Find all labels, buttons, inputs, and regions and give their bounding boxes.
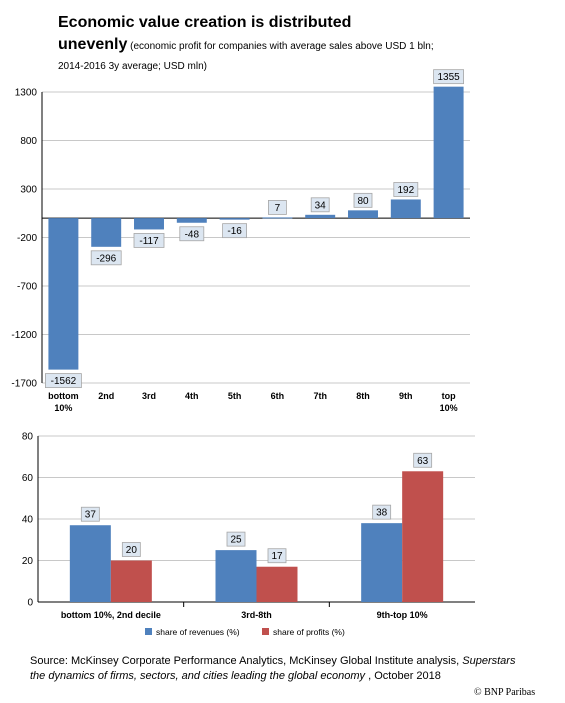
bar	[91, 218, 122, 247]
y-tick-label: 40	[22, 515, 34, 526]
x-tick-label: top	[442, 391, 456, 401]
economic-profit-by-decile-chart: 1300 800 300 -200 -700 -1200 -1700 -1562 bottom 1…	[11, 69, 470, 413]
y-tick-label: -700	[17, 282, 37, 293]
data-label-box	[222, 223, 248, 239]
data-label: -296	[96, 253, 116, 264]
x-tick-label: 8th	[356, 391, 370, 401]
x-tick-label: 3rd	[142, 391, 156, 401]
share-revenues-profits-chart: 0 20 40 60 80 37 20 bottom 10%, 2nd decile 25 17 3…	[22, 432, 475, 637]
y-tick-label: 80	[22, 432, 34, 443]
bnp-credit: © BNP Paribas	[474, 687, 536, 698]
data-label-box	[226, 531, 246, 547]
source-note: Source: McKinsey Corporate Performance A…	[30, 654, 560, 684]
data-label: 34	[315, 200, 327, 211]
bar-profits	[110, 560, 152, 602]
bar	[219, 218, 250, 220]
data-label-box	[310, 197, 330, 213]
data-label: -16	[227, 226, 242, 237]
y-tick-label: 800	[20, 136, 37, 147]
source-italic-title: Superstars	[462, 655, 516, 667]
legend-swatch	[145, 628, 152, 635]
bar-profits	[256, 566, 298, 602]
legend-swatch	[262, 628, 269, 635]
source-date: , October 2018	[365, 670, 441, 682]
bar	[305, 214, 336, 219]
bar	[348, 210, 378, 219]
bar-profits	[402, 471, 444, 602]
data-label: 38	[376, 508, 388, 519]
x-tick-label: 6th	[271, 391, 285, 401]
chart-title-word: unevenly	[58, 36, 128, 53]
bar-revenues	[69, 525, 111, 602]
bar-revenues	[215, 550, 257, 602]
chart-title-line1: Economic value creation is distributed	[58, 14, 352, 31]
y-tick-label: -200	[17, 233, 37, 244]
y-tick-label: 300	[20, 185, 37, 196]
bar	[390, 199, 421, 219]
data-label-box	[413, 452, 433, 468]
data-label: 25	[230, 535, 242, 546]
y-tick-label: 60	[22, 473, 34, 484]
data-label: 7	[275, 203, 281, 214]
data-label-box	[372, 504, 392, 520]
legend-label: share of profits (%)	[273, 627, 345, 637]
bar	[433, 86, 464, 219]
bar	[134, 218, 164, 230]
x-tick-label: 4th	[185, 391, 199, 401]
x-tick-label: bottom 10%, 2nd decile	[61, 610, 161, 620]
data-label-box	[267, 200, 287, 215]
data-label: 63	[417, 456, 429, 467]
data-label: 80	[357, 196, 369, 207]
data-label: 1355	[437, 72, 460, 83]
data-label-box	[433, 69, 465, 85]
data-label-box	[90, 250, 122, 266]
y-tick-label: -1700	[11, 379, 37, 390]
chart-title-line2: unevenly (economic profit for companies …	[58, 34, 558, 58]
x-tick-label: 5th	[228, 391, 242, 401]
data-label-box	[80, 506, 100, 522]
bar-revenues	[361, 523, 403, 602]
y-tick-label: 1300	[15, 88, 38, 99]
x-tick-label: 7th	[313, 391, 327, 401]
data-label: 17	[271, 551, 283, 562]
y-tick-label: -1200	[11, 330, 37, 341]
data-label: 37	[85, 510, 97, 521]
x-tick-label: 10%	[54, 403, 72, 413]
bar	[176, 218, 207, 223]
source-italic-subtitle: the dynamics of firms, sectors, and citi…	[30, 670, 366, 682]
chart-title-block: Economic value creation is distributed u…	[58, 12, 558, 74]
x-tick-label: 2nd	[98, 391, 114, 401]
data-label-box	[393, 182, 419, 197]
data-label: -117	[139, 236, 159, 247]
y-tick-label: 0	[27, 598, 33, 609]
data-label-box	[121, 542, 141, 557]
source-prefix: Source: McKinsey Corporate Performance A…	[30, 655, 463, 667]
x-tick-label: 9th-top 10%	[377, 610, 428, 620]
legend-label: share of revenues (%)	[156, 627, 240, 637]
chart-subtitle-part1: (economic profit for companies with aver…	[127, 41, 434, 52]
x-tick-label: 9th	[399, 391, 413, 401]
data-label-box	[45, 373, 82, 389]
x-tick-label: 3rd-8th	[241, 610, 272, 620]
y-tick-label: 20	[22, 556, 34, 567]
bar	[262, 217, 293, 219]
data-label-box	[353, 192, 373, 208]
bar	[48, 218, 79, 370]
data-label: 192	[397, 185, 414, 196]
data-label: -48	[185, 229, 200, 240]
data-label-box	[179, 226, 205, 242]
x-tick-label: 10%	[440, 403, 458, 413]
chart-subtitle-part2: 2014-2016 3y average; USD mln)	[58, 61, 207, 72]
data-label-box	[133, 233, 165, 248]
x-tick-label: bottom	[48, 391, 79, 401]
data-label: 20	[126, 545, 138, 556]
data-label: -1562	[51, 376, 77, 387]
data-label-box	[267, 548, 287, 564]
